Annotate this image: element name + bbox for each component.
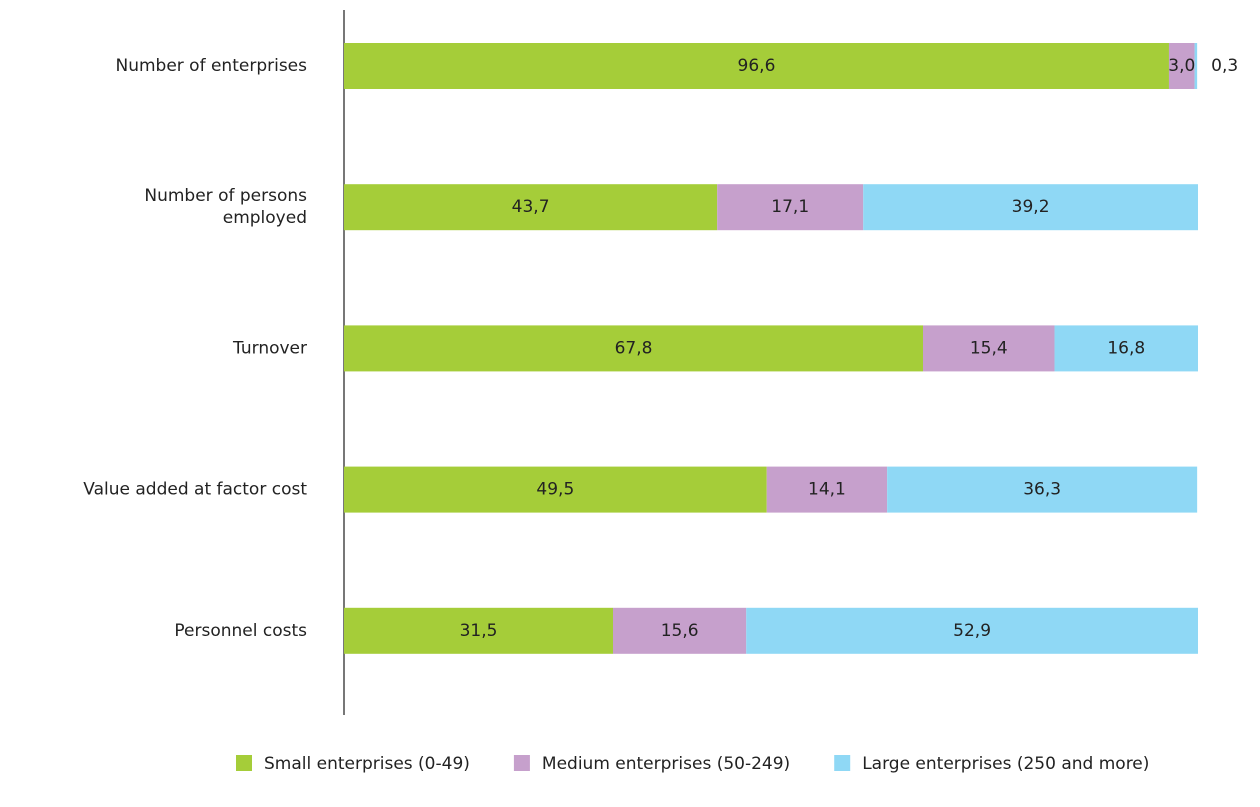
y-tick-label: Personnel costs — [174, 621, 307, 641]
bar-segment — [887, 466, 1198, 513]
bar-segment — [344, 43, 1169, 89]
legend-label: Medium enterprises (50-249) — [542, 754, 790, 774]
bar-segment — [1054, 325, 1198, 372]
legend-label: Large enterprises (250 and more) — [862, 754, 1149, 774]
bar-segment — [746, 607, 1198, 654]
legend-swatch — [834, 755, 851, 771]
data-label: 36,3 — [1023, 480, 1061, 500]
y-tick-label: Turnover — [232, 338, 307, 358]
bar-segment — [344, 466, 767, 513]
data-label: 16,8 — [1107, 338, 1145, 358]
y-tick-label: Number of persons employed — [144, 186, 307, 228]
data-label: 3,0 — [1168, 56, 1195, 76]
data-label: 31,5 — [460, 621, 498, 641]
data-label: 14,1 — [808, 480, 846, 500]
data-label: 67,8 — [615, 338, 653, 358]
bar-segment — [613, 607, 747, 654]
data-label: 49,5 — [536, 480, 574, 500]
bar-segment — [1168, 43, 1195, 89]
legend-label: Small enterprises (0-49) — [264, 754, 470, 774]
bar-segment — [1194, 43, 1198, 89]
data-label: 43,7 — [512, 197, 550, 217]
data-label: 39,2 — [1012, 197, 1050, 217]
bar-segment — [344, 184, 718, 231]
y-tick-label: Number of enterprises — [115, 56, 307, 76]
legend-swatch — [236, 755, 252, 771]
data-label: 15,4 — [970, 338, 1008, 358]
bar-segment — [766, 466, 888, 513]
y-tick-label: Value added at factor cost — [83, 480, 307, 500]
data-label: 0,3 — [1211, 56, 1238, 76]
data-label: 17,1 — [771, 197, 809, 217]
bar-segment — [717, 184, 864, 231]
data-label: 15,6 — [661, 621, 699, 641]
bar-segment — [863, 184, 1198, 231]
legend-swatch — [513, 755, 530, 771]
data-label: 96,6 — [738, 56, 776, 76]
data-label: 52,9 — [953, 621, 991, 641]
bar-segment — [344, 325, 924, 372]
bar-segment — [344, 607, 614, 654]
bar-segment — [923, 325, 1055, 372]
